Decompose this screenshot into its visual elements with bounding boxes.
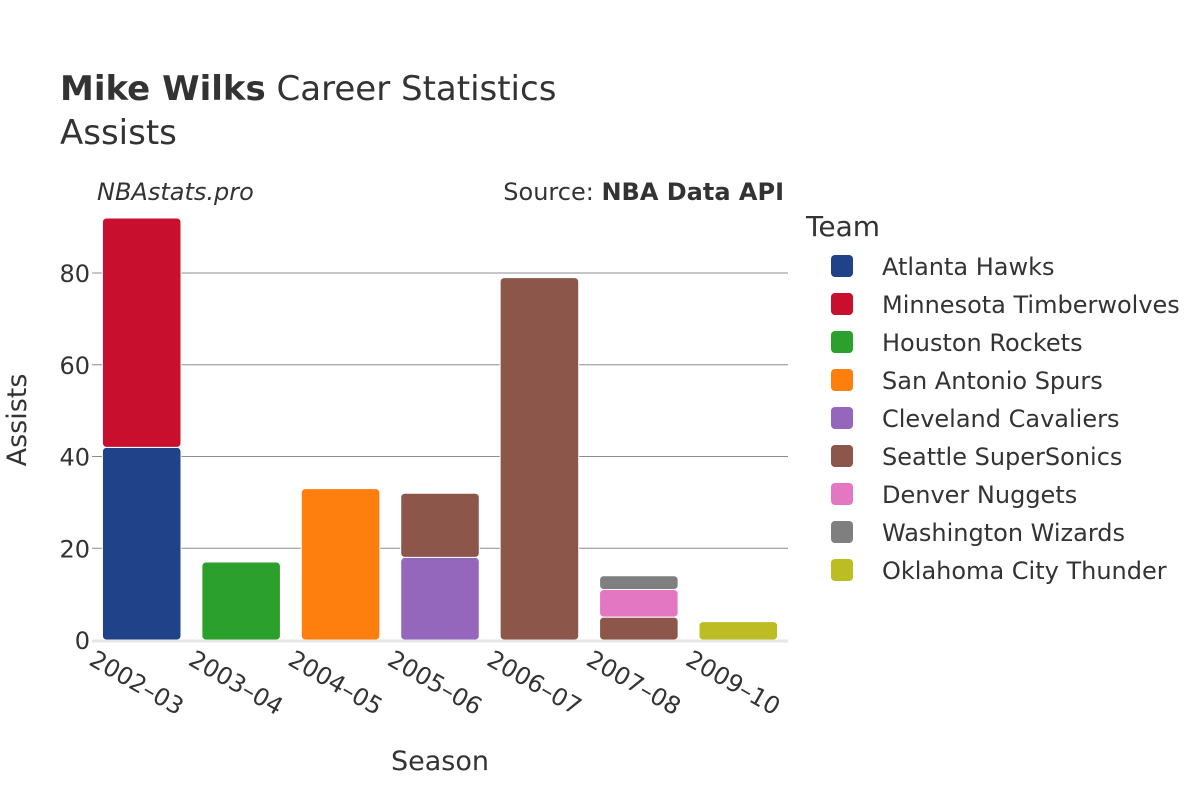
legend-label[interactable]: Minnesota Timberwolves — [882, 291, 1180, 319]
legend-label[interactable]: Atlanta Hawks — [882, 253, 1055, 281]
legend-swatch[interactable] — [831, 255, 853, 277]
source-credit: Source: NBA Data API — [503, 178, 784, 206]
x-tick-label: 2009–10 — [681, 645, 785, 721]
bar-2007–08-denver-nuggets[interactable] — [599, 589, 679, 618]
legend-label[interactable]: San Antonio Spurs — [882, 367, 1103, 395]
bar-2002–03-minnesota-timberwolves[interactable] — [101, 217, 182, 448]
bar-2005–06-seattle-supersonics[interactable] — [400, 492, 480, 558]
x-tick-label: 2002–03 — [85, 645, 189, 721]
legend-label[interactable]: Washington Wizards — [882, 519, 1125, 547]
legend-title: Team — [805, 210, 880, 243]
bar-2009–10-oklahoma-city-thunder[interactable] — [698, 621, 779, 641]
y-tick-label: 20 — [59, 535, 90, 563]
bar-2002–03-atlanta-hawks[interactable] — [101, 446, 182, 641]
legend-swatch[interactable] — [831, 369, 853, 391]
legend-swatch[interactable] — [831, 293, 853, 315]
legend-swatch[interactable] — [831, 331, 853, 353]
chart-title-player: Mike Wilks — [60, 69, 266, 109]
bar-2007–08-washington-wizards[interactable] — [599, 575, 679, 591]
legend-label[interactable]: Houston Rockets — [882, 329, 1083, 357]
chart-title: Mike Wilks Career Statistics — [60, 69, 556, 109]
bar-2005–06-cleveland-cavaliers[interactable] — [400, 556, 480, 641]
bar-2004–05-san-antonio-spurs[interactable] — [300, 488, 381, 641]
y-tick-label: 40 — [59, 444, 90, 472]
chart-subtitle: Assists — [60, 113, 177, 153]
source-name: NBA Data API — [601, 178, 784, 206]
x-tick-label: 2004–05 — [284, 645, 388, 721]
legend-label[interactable]: Seattle SuperSonics — [882, 443, 1122, 471]
legend: Team Atlanta Hawks Minnesota Timberwolves… — [805, 210, 1180, 585]
bar-2006–07-seattle-supersonics[interactable] — [499, 277, 580, 641]
bar-2003–04-houston-rockets[interactable] — [201, 561, 281, 641]
bar-2007–08-seattle-supersonics[interactable] — [599, 616, 679, 641]
legend-label[interactable]: Denver Nuggets — [882, 481, 1077, 509]
legend-swatch[interactable] — [831, 445, 853, 467]
y-tick-label: 80 — [59, 260, 90, 288]
y-tick-label: 60 — [59, 352, 90, 380]
legend-swatch[interactable] — [831, 521, 853, 543]
legend-swatch[interactable] — [831, 407, 853, 429]
legend-label[interactable]: Cleveland Cavaliers — [882, 405, 1119, 433]
bars — [101, 217, 779, 641]
legend-label[interactable]: Oklahoma City Thunder — [882, 557, 1167, 585]
x-tick-label: 2007–08 — [582, 645, 686, 721]
x-tick-label: 2006–07 — [482, 645, 586, 721]
chart-title-rest: Career Statistics — [266, 69, 557, 109]
legend-swatch[interactable] — [831, 483, 853, 505]
source-prefix: Source: — [503, 178, 601, 206]
x-axis-title: Season — [391, 746, 489, 777]
x-tick-label: 2005–06 — [383, 645, 487, 721]
x-tick-label: 2003–04 — [184, 645, 288, 721]
y-tick-label: 0 — [75, 627, 90, 655]
watermark: NBAstats.pro — [97, 178, 254, 206]
legend-swatch[interactable] — [831, 559, 853, 581]
y-axis-title: Assists — [2, 374, 33, 467]
